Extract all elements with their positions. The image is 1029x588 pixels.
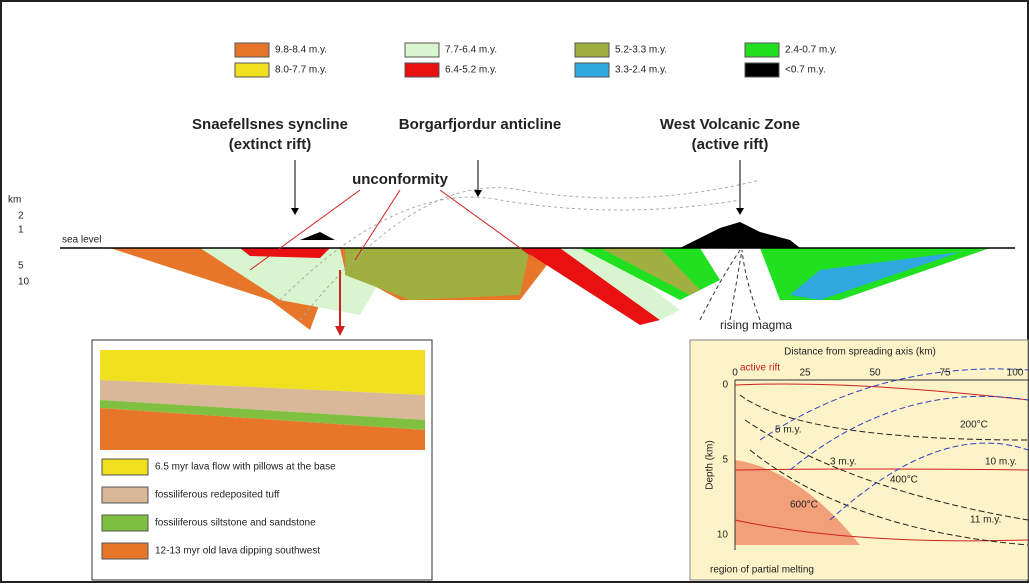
legend-label: 6.4-5.2 m.y. [445,65,497,76]
legend-label: 6.5 myr lava flow with pillows at the ba… [155,462,336,473]
legend-swatch [745,43,779,57]
label: West Volcanic Zone [660,116,800,133]
legend-label: 3.3-2.4 m.y. [615,65,667,76]
legend-swatch [102,459,148,475]
tick-label: 2 [18,211,24,222]
legend-swatch [405,63,439,77]
label: (extinct rift) [229,136,312,153]
label: sea level [62,235,101,246]
legend-swatch [235,43,269,57]
label: active rift [740,363,780,374]
label: region of partial melting [710,565,814,576]
tick-label: 0 [722,380,728,391]
tick-label: 0 [732,368,738,379]
label: rising magma [720,318,792,332]
legend-label: 2.4-0.7 m.y. [785,45,837,56]
diagram: 9.8-8.4 m.y. 8.0-7.7 m.y. 7.7-6.4 m.y. 6.4-… [0,0,1029,583]
axis-title: Depth (km) [705,440,716,489]
tick-label: 5 [722,455,728,466]
curve-label: 600°C [790,500,818,511]
legend-label: 7.7-6.4 m.y. [445,45,497,56]
tick-label: 10 [18,277,30,288]
curve-label: 10 m.y. [985,457,1017,468]
legend-swatch [575,43,609,57]
curve-label: 200°C [960,420,988,431]
curve-label: 11 m.y. [970,515,1001,526]
legend-label: fossiliferous redeposited tuff [155,490,280,501]
legend-swatch [102,543,148,559]
label: (active rift) [692,136,769,153]
tick-label: 10 [717,530,729,541]
curve-label: 5 m.y. [775,425,801,436]
legend-label: 5.2-3.3 m.y. [615,45,667,56]
legend-label: <0.7 m.y. [785,65,826,76]
tick-label: 75 [939,368,951,379]
tick-label: 100 [1007,368,1024,379]
tick-label: 1 [18,225,24,236]
legend-swatch [235,63,269,77]
legend-swatch [102,515,148,531]
legend-label: fossiliferous siltstone and sandstone [155,518,316,529]
tick-label: 50 [869,368,881,379]
cross-section [60,160,1015,336]
label: Snaefellsnes syncline [192,116,348,133]
label: unconformity [352,171,448,188]
axis-title: Distance from spreading axis (km) [784,347,936,358]
curve-label: 3 m.y. [830,457,856,468]
legend-swatch [575,63,609,77]
legend-swatch [745,63,779,77]
tick-label: 5 [18,261,24,272]
legend-swatch [102,487,148,503]
legend: 9.8-8.4 m.y. 8.0-7.7 m.y. 7.7-6.4 m.y. 6.4-… [235,43,837,77]
curve-label: 400°C [890,475,918,486]
legend-label: 12-13 myr old lava dipping southwest [155,546,320,557]
legend-label: 8.0-7.7 m.y. [275,65,327,76]
axis-unit: km [8,195,21,206]
label: Borgarfjordur anticline [399,116,562,133]
tick-label: 25 [799,368,811,379]
legend-label: 9.8-8.4 m.y. [275,45,327,56]
legend-swatch [405,43,439,57]
